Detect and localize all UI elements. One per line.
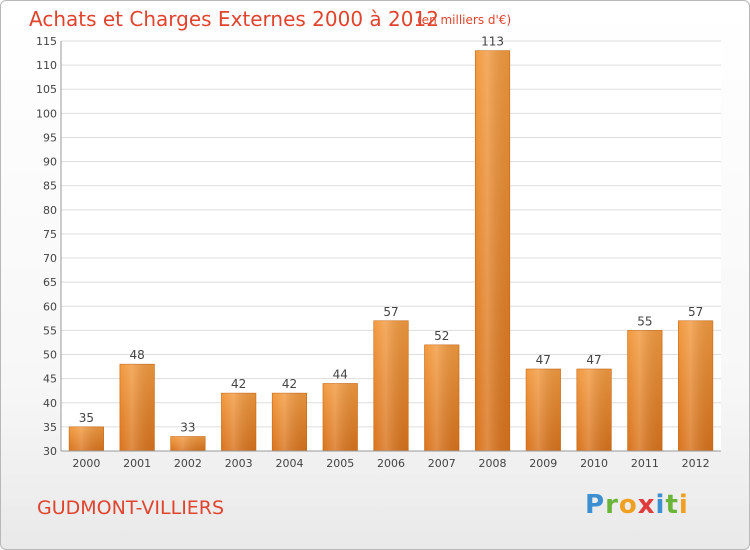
- x-tick-label: 2008: [479, 457, 507, 470]
- logo-letter: r: [605, 490, 619, 520]
- bar-shine: [627, 330, 663, 451]
- place-name: GUDMONT-VILLIERS: [37, 497, 225, 519]
- bar-shine: [272, 393, 307, 451]
- data-label: 113: [481, 35, 504, 49]
- x-tick-label: 2012: [682, 457, 710, 470]
- data-label: 47: [586, 353, 601, 367]
- x-tick-label: 2010: [580, 457, 608, 470]
- x-tick-label: 2009: [529, 457, 557, 470]
- data-label: 57: [688, 305, 703, 319]
- data-label: 42: [282, 377, 297, 391]
- logo-letter: P: [585, 490, 606, 520]
- logo-letter: x: [637, 490, 656, 520]
- x-tick-label: 2002: [174, 457, 202, 470]
- bar-shine: [221, 393, 256, 451]
- y-tick-label: 35: [43, 421, 57, 434]
- y-tick-label: 45: [43, 373, 57, 386]
- data-label: 44: [333, 367, 348, 381]
- data-label: 55: [637, 314, 652, 328]
- y-tick-label: 100: [36, 107, 57, 120]
- bar-shine: [373, 320, 409, 451]
- logo-letter: t: [665, 490, 679, 520]
- proxiti-logo: Proxiti: [585, 490, 689, 520]
- y-tick-label: 55: [43, 324, 57, 337]
- data-label: 35: [79, 411, 94, 425]
- bar-shine: [424, 344, 460, 451]
- x-tick-label: 2000: [72, 457, 100, 470]
- x-tick-label: 2001: [123, 457, 151, 470]
- y-tick-label: 110: [36, 59, 57, 72]
- logo-letter: i: [678, 490, 689, 520]
- x-tick-label: 2004: [275, 457, 303, 470]
- x-tick-label: 2005: [326, 457, 354, 470]
- x-tick-label: 2003: [225, 457, 253, 470]
- y-tick-label: 75: [43, 228, 57, 241]
- y-tick-label: 95: [43, 131, 57, 144]
- data-label: 48: [130, 348, 145, 362]
- x-tick-label: 2006: [377, 457, 405, 470]
- bar-shine: [119, 364, 155, 451]
- y-tick-label: 70: [43, 252, 57, 265]
- data-label: 57: [383, 305, 398, 319]
- bar-shine: [322, 383, 358, 451]
- y-tick-label: 90: [43, 156, 57, 169]
- bar-shine: [170, 436, 206, 451]
- x-tick-label: 2011: [631, 457, 659, 470]
- y-tick-label: 105: [36, 83, 57, 96]
- x-tick-label: 2007: [428, 457, 456, 470]
- y-tick-label: 80: [43, 204, 57, 217]
- bar-shine: [69, 426, 104, 451]
- bar-shine: [475, 50, 510, 451]
- bar-shine: [678, 320, 713, 451]
- bar-shine: [576, 369, 612, 451]
- y-tick-label: 40: [43, 397, 57, 410]
- data-label: 47: [536, 353, 551, 367]
- logo-letter: o: [618, 490, 638, 520]
- data-label: 42: [231, 377, 246, 391]
- y-tick-label: 50: [43, 349, 57, 362]
- bar-shine: [526, 369, 561, 451]
- data-label: 33: [180, 421, 195, 435]
- logo-letter: i: [655, 490, 666, 520]
- chart-title: Achats et Charges Externes 2000 à 2012: [29, 7, 439, 31]
- y-tick-label: 30: [43, 445, 57, 458]
- data-label: 52: [434, 329, 449, 343]
- chart-subtitle: (en milliers d'€): [417, 13, 512, 27]
- y-tick-label: 85: [43, 180, 57, 193]
- y-tick-label: 115: [36, 35, 57, 48]
- y-tick-label: 60: [43, 300, 57, 313]
- y-tick-label: 65: [43, 276, 57, 289]
